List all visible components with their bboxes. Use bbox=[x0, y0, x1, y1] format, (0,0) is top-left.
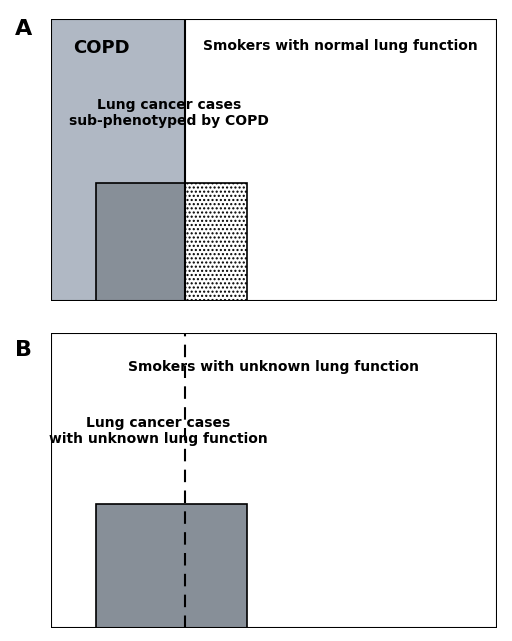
Text: B: B bbox=[15, 340, 32, 360]
Text: A: A bbox=[15, 19, 33, 39]
Text: Lung cancer cases
with unknown lung function: Lung cancer cases with unknown lung func… bbox=[49, 416, 267, 446]
Text: Lung cancer cases
sub-phenotyped by COPD: Lung cancer cases sub-phenotyped by COPD bbox=[69, 98, 269, 128]
Bar bbox=[185, 183, 247, 301]
Bar bbox=[96, 183, 185, 301]
Text: Smokers with unknown lung function: Smokers with unknown lung function bbox=[129, 360, 419, 374]
Text: COPD: COPD bbox=[74, 39, 130, 57]
Bar bbox=[96, 504, 247, 628]
Text: Smokers with normal lung function: Smokers with normal lung function bbox=[203, 39, 477, 53]
Bar bbox=[51, 19, 185, 301]
Bar bbox=[185, 19, 497, 301]
